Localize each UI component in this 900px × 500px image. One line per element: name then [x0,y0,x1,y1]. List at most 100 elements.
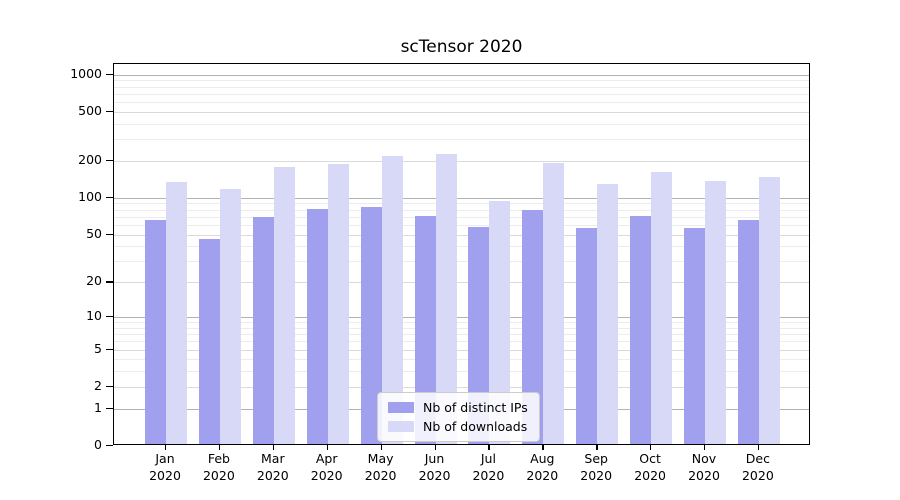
bar-distinct-ips-jul [468,226,490,444]
gridline-y-90 [114,203,809,205]
y-tick-label-50: 50 [86,225,102,241]
gridline-y-600 [114,101,809,103]
x-tick-label-sep: Sep 2020 [580,451,613,483]
legend-item-distinct-ips: Nb of distinct IPs [388,400,528,415]
bar-distinct-ips-nov [684,227,705,444]
gridline-y-60 [114,224,809,226]
y-tick-label-5: 5 [94,340,102,356]
legend-swatch-distinct-ips [388,402,414,413]
x-tick-label-jan: Jan 2020 [149,451,181,483]
y-tick-20 [106,281,113,283]
bar-distinct-ips-apr [306,209,328,444]
bar-distinct-ips-oct [630,215,652,444]
bar-distinct-ips-jun [414,216,436,444]
x-tick-dec [757,445,760,450]
y-tick-label-200: 200 [78,151,102,167]
bar-downloads-aug [543,163,565,444]
gridline-y-80 [114,209,809,211]
legend-item-downloads: Nb of downloads [388,419,528,434]
bar-downloads-oct [651,172,673,444]
x-tick-jul [488,445,490,450]
gridline-y-30 [114,261,809,263]
bar-downloads-may [381,155,403,444]
x-tick-may [380,445,382,450]
x-tick-label-dec: Dec 2020 [741,451,774,483]
x-tick-apr [326,445,329,450]
y-tick-0 [106,445,113,447]
y-tick-label-500: 500 [78,102,102,118]
x-tick-label-nov: Nov 2020 [688,451,720,483]
legend-label-downloads: Nb of downloads [423,419,528,434]
chart-title: scTensor 2020 [400,37,523,57]
y-tick-label-10: 10 [86,308,102,324]
bar-distinct-ips-dec [737,220,759,444]
gridline-y-20 [114,282,809,284]
gridline-y-5 [114,349,809,351]
y-tick-200 [106,159,113,162]
gridline-y-800 [114,86,809,88]
bar-distinct-ips-feb [198,239,220,444]
x-tick-jan [165,445,167,450]
x-tick-mar [272,445,275,450]
gridline-y-400 [114,123,809,125]
y-tick-1000 [106,73,113,75]
x-tick-jun [434,445,436,450]
bar-downloads-nov [705,180,726,444]
y-tick-label-0: 0 [94,437,102,452]
y-tick-label-100: 100 [78,188,102,204]
legend-label-distinct-ips: Nb of distinct IPs [423,400,528,415]
gridline-y-100 [114,197,809,199]
x-tick-label-may: May 2020 [364,451,397,483]
gridline-y-40 [114,246,809,248]
gridline-y-70 [114,216,809,218]
x-tick-sep [596,445,598,450]
x-tick-label-jul: Jul 2020 [472,451,505,483]
legend-swatch-downloads [388,421,414,432]
x-tick-label-feb: Feb 2020 [202,451,235,483]
gridline-y-900 [114,80,809,82]
gridline-y-300 [114,139,809,141]
bar-downloads-apr [327,163,349,444]
gridline-y-6 [114,341,809,343]
gridline-y-4 [114,359,809,361]
y-tick-10 [106,316,113,318]
y-tick-50 [106,233,113,235]
gridline-y-8 [114,327,809,329]
bar-distinct-ips-sep [576,227,598,444]
plot-area [113,63,810,445]
bar-downloads-mar [273,167,295,444]
y-tick-label-2: 2 [94,377,102,393]
x-tick-label-oct: Oct 2020 [634,451,666,483]
bar-distinct-ips-jan [145,220,166,444]
x-tick-label-mar: Mar 2020 [256,451,289,483]
y-tick-5 [106,348,113,351]
y-tick-1 [106,407,113,410]
y-tick-label-1: 1 [94,399,102,415]
y-tick-500 [106,110,113,113]
y-tick-2 [106,385,113,388]
bar-downloads-jun [435,154,457,444]
y-tick-label-1000: 1000 [70,65,102,81]
gridline-y-1000 [114,74,809,76]
gridline-y-7 [114,334,809,336]
gridline-y-2 [114,386,809,388]
x-tick-label-aug: Aug 2020 [526,451,559,483]
x-tick-nov [704,445,706,450]
legend: Nb of distinct IPs Nb of downloads [377,392,540,442]
gridline-y-200 [114,160,809,162]
x-tick-oct [650,445,652,450]
y-tick-label-20: 20 [86,273,102,289]
x-tick-label-jun: Jun 2020 [418,451,451,483]
x-tick-label-apr: Apr 2020 [310,451,343,483]
gridline-y-500 [114,111,809,113]
y-tick-100 [106,196,113,199]
bar-distinct-ips-aug [522,210,544,444]
bar-distinct-ips-may [360,207,382,444]
gridline-y-700 [114,93,809,95]
bar-downloads-jan [166,181,187,444]
bar-downloads-feb [219,188,241,444]
gridline-y-9 [114,322,809,324]
gridline-y-10 [114,317,809,319]
bar-downloads-jul [489,200,511,444]
